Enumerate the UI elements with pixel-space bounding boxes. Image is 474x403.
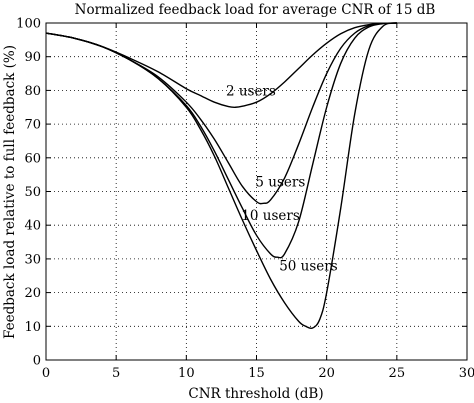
- y-tick-label: 20: [24, 286, 41, 301]
- y-tick-label: 40: [24, 219, 41, 234]
- y-tick-label: 50: [24, 185, 41, 200]
- series-line-5-users: [45, 22, 397, 205]
- series-line-2-users: [45, 22, 397, 108]
- ticks: [45, 22, 468, 361]
- x-tick-label: 5: [112, 366, 120, 381]
- y-tick-label: 80: [24, 84, 41, 99]
- y-tick-label: 10: [24, 320, 41, 335]
- y-tick-label: 0: [33, 354, 41, 369]
- grid: [46, 23, 467, 360]
- x-axis-label: CNR threshold (dB): [188, 386, 323, 402]
- series-line-50-users: [45, 22, 397, 330]
- x-tick-label: 20: [318, 366, 335, 381]
- series-group: [45, 22, 397, 330]
- y-tick-label: 90: [24, 50, 41, 65]
- chart-title: Normalized feedback load for average CNR…: [75, 2, 436, 18]
- y-tick-label: 60: [24, 151, 41, 166]
- y-tick-label: 100: [16, 17, 41, 32]
- x-tick-label: 25: [389, 366, 406, 381]
- series-label: 5 users: [255, 174, 305, 190]
- x-tick-label: 15: [248, 366, 265, 381]
- x-tick-label: 0: [42, 366, 50, 381]
- series-label: 10 users: [241, 208, 300, 224]
- tick-labels: 0 5 10 15 20 25 30 0 10 20 30 40 50 60 70 80 90 100: [16, 17, 474, 382]
- y-axis-label: Feedback load relative to full feedback …: [2, 45, 18, 339]
- x-tick-label: 10: [178, 366, 195, 381]
- series-label: 2 users: [226, 83, 276, 99]
- annotations: 2 users 5 users 10 users 50 users: [226, 83, 338, 274]
- x-tick-label: 30: [459, 366, 474, 381]
- series-label: 50 users: [279, 259, 338, 275]
- y-tick-label: 30: [24, 252, 41, 267]
- series-line-10-users: [45, 22, 397, 259]
- y-tick-label: 70: [24, 118, 41, 133]
